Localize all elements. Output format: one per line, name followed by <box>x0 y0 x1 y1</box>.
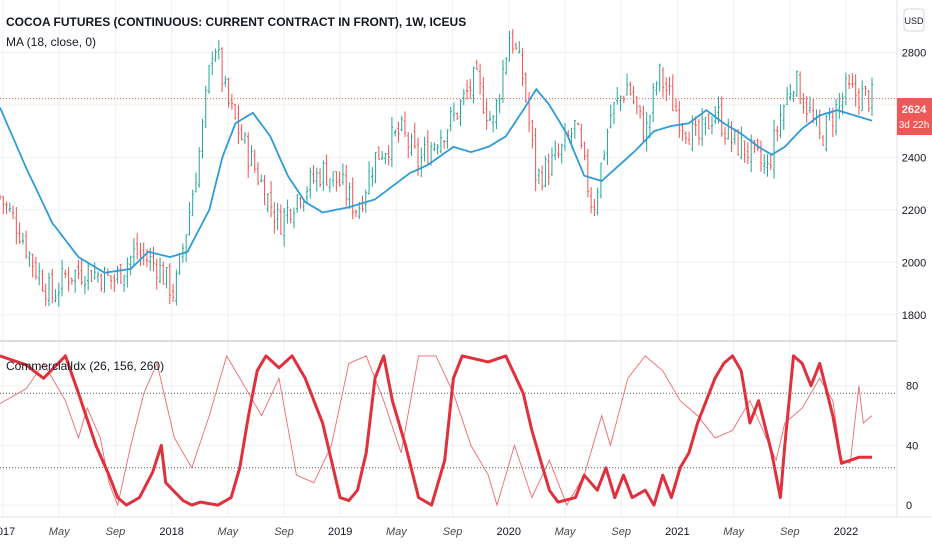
time-tick-label: Sep <box>780 526 800 538</box>
price-tick-label: 2200 <box>902 205 926 217</box>
candlestick-series <box>0 28 874 307</box>
time-tick-label: 2020 <box>497 526 521 538</box>
time-tick-label: Sep <box>106 526 126 538</box>
time-tick-label: 2017 <box>0 526 15 538</box>
time-tick-label: May <box>555 526 577 538</box>
time-tick-label: Sep <box>611 526 631 538</box>
indicator-legend: CommercialIdx (26, 156, 260) <box>6 359 164 373</box>
indicator-axis: 0 40 80 <box>906 381 918 512</box>
time-tick-label: May <box>723 526 745 538</box>
time-tick-label: May <box>49 526 71 538</box>
indicator-threshold-lines <box>0 392 897 469</box>
time-tick-label: Sep <box>274 526 294 538</box>
chart-title: COCOA FUTURES (CONTINUOUS: CURRENT CONTR… <box>6 15 466 29</box>
bar-countdown: 3d 22h <box>899 120 930 131</box>
time-tick-label: Sep <box>443 526 463 538</box>
last-price-tag: 2624 3d 22h <box>897 98 932 135</box>
indicator-tick-label: 0 <box>906 500 912 512</box>
time-tick-label: 2019 <box>328 526 352 538</box>
time-tick-label: 2022 <box>834 526 858 538</box>
ma-legend: MA (18, close, 0) <box>6 35 96 49</box>
currency-button[interactable]: USD <box>903 8 925 32</box>
last-price-value: 2624 <box>902 104 927 116</box>
ma-line <box>0 87 873 274</box>
time-tick-label: 2018 <box>159 526 183 538</box>
price-tick-label: 1800 <box>902 310 926 322</box>
commercial-index-thick-line <box>0 354 872 507</box>
indicator-tick-label: 40 <box>906 440 918 452</box>
time-tick-label: May <box>386 526 408 538</box>
time-axis: 2017 May Sep 2018 May Sep 2019 May Sep 2020 May Sep… <box>0 526 858 538</box>
currency-label: USD <box>904 16 924 26</box>
price-axis: 180020002200240026002800 <box>902 47 926 321</box>
indicator-tick-label: 80 <box>906 381 918 393</box>
grid-lines <box>0 0 897 517</box>
price-tick-label: 2400 <box>902 152 926 164</box>
time-tick-label: May <box>217 526 239 538</box>
price-tick-label: 2000 <box>902 257 926 269</box>
time-tick-label: 2021 <box>665 526 689 538</box>
price-tick-label: 2800 <box>902 47 926 59</box>
